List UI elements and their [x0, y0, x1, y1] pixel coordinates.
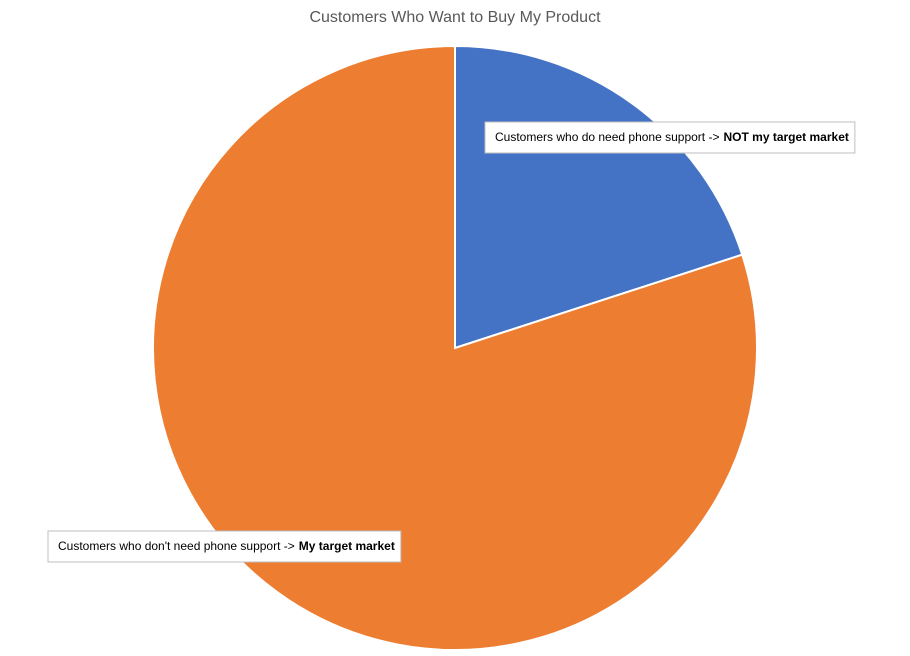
label-bold: NOT my target market — [723, 130, 848, 144]
data-label: Customers who don't need phone support -… — [47, 530, 402, 563]
label-text: Customers who do need phone support -> NO… — [495, 130, 849, 144]
pie-slice — [152, 44, 758, 651]
chart-title: Customers Who Want to Buy My Product — [309, 9, 601, 26]
label-text: Customers who don't need phone support -… — [58, 539, 395, 553]
label-normal: Customers who don't need phone support -… — [58, 539, 295, 553]
label-box — [47, 530, 402, 563]
data-label: Customers who do need phone support -> NO… — [484, 121, 856, 154]
label-bold: My target market — [299, 539, 395, 553]
label-box — [484, 121, 856, 154]
label-normal: Customers who do need phone support -> — [495, 130, 719, 144]
